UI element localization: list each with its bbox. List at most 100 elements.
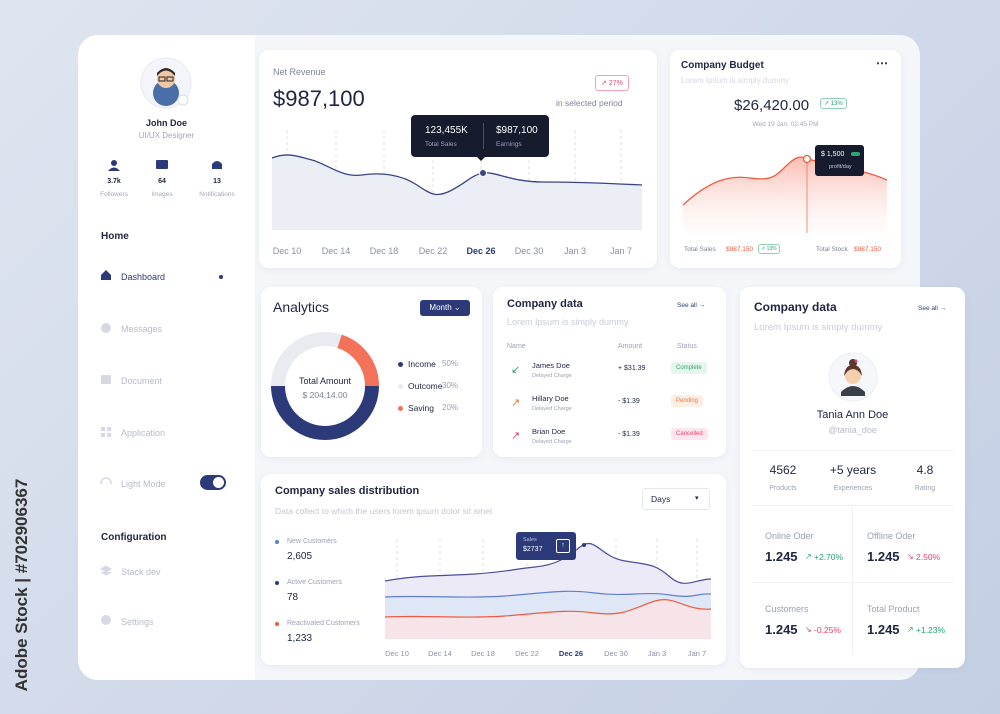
card-title: Company data: [507, 298, 583, 310]
more-button[interactable]: ⋯: [876, 56, 888, 70]
x-tick-label: Jan 3: [563, 246, 587, 256]
row-icon: ↗: [511, 397, 521, 409]
nav-item[interactable]: Document: [121, 376, 163, 386]
date: Wed 19 Jan, 02:45 PM: [752, 121, 819, 128]
metric-label: Customers: [765, 604, 809, 614]
tooltip-value: $2737: [523, 546, 543, 553]
tooltip: $ 1,500 profit/day: [815, 145, 864, 176]
tooltip: Sales $2737 ↑: [516, 532, 576, 560]
metric-change: +1.23%: [916, 625, 946, 635]
avatar: [140, 57, 192, 109]
stat-label: Images: [151, 191, 173, 198]
nav-item[interactable]: Settings: [121, 617, 154, 627]
tooltip-label: Earnings: [496, 141, 522, 148]
legend-label: Income: [408, 359, 436, 369]
period-text: Days: [651, 494, 671, 504]
tooltip: 123,455K Total Sales $987,100 Earnings: [411, 115, 549, 161]
avatar: [828, 352, 878, 402]
analytics-card: Analytics Month ⌄ Total Amount $ 204,14.…: [261, 287, 482, 457]
see-all[interactable]: See all →: [677, 302, 706, 309]
divider: [752, 450, 953, 451]
card-title: Company data: [754, 300, 837, 314]
divider: [483, 123, 484, 149]
nav-item[interactable]: Stack dev: [121, 567, 161, 577]
table-header: Name: [507, 343, 526, 350]
legend-value: 78: [287, 592, 299, 603]
x-tick-label: Dec 18: [369, 246, 399, 256]
legend-label: New Customers: [287, 538, 337, 545]
see-all[interactable]: See all →: [918, 305, 947, 312]
change-text: 13%: [830, 101, 843, 107]
card-title: Analytics: [273, 299, 330, 315]
row-amount: - $1.39: [618, 431, 640, 438]
nav-item[interactable]: Light Mode: [121, 479, 166, 489]
metric-arrow: ↘: [907, 552, 914, 561]
toggle-knob: [213, 477, 224, 488]
nav-item[interactable]: Application: [121, 428, 166, 438]
legend-dot: [398, 406, 403, 411]
divider: [852, 507, 853, 655]
x-tick-label: Dec 26: [466, 246, 496, 256]
company-data-card: Company data See all → Lorem Ipsum is si…: [493, 287, 726, 457]
watermark: Adobe Stock | #702906367: [12, 478, 31, 692]
metric-arrow: ↘: [805, 625, 812, 634]
donut-segment: [271, 385, 379, 440]
user-name: John Doe: [145, 118, 187, 128]
row-amount: - $1.39: [618, 398, 640, 405]
x-tick-label: Dec 14: [428, 649, 452, 658]
period-select[interactable]: Days ▾: [642, 488, 710, 510]
row-icon: ↙: [511, 364, 521, 376]
footer-value: $987,150: [726, 246, 754, 253]
x-tick-label: Dec 30: [514, 246, 544, 256]
sales-card: Company sales distribution Data collect …: [261, 474, 726, 665]
metric-label: Total Product: [867, 604, 920, 614]
stat-value: 4.8: [916, 463, 934, 477]
legend-value: 2,605: [287, 551, 313, 562]
toggle[interactable]: [200, 475, 226, 490]
divider: [752, 505, 953, 506]
card-subtitle: Lorem Ipsum is simply dummy: [754, 322, 883, 333]
table-header: Amount: [618, 343, 643, 350]
card-subtitle: Lorem Ipsum is simply dummy: [507, 317, 629, 327]
row-amount: + $31.39: [618, 365, 646, 372]
stat-value: 4562: [769, 463, 797, 477]
stat-value: 13: [213, 178, 221, 185]
card-subtitle: Lorem Ipsum is simply dummy: [681, 76, 790, 85]
metric-label: Offline Oder: [867, 531, 916, 541]
see-all-text: See all: [677, 302, 697, 309]
legend-dot: [275, 581, 279, 585]
metric-arrow: ↗: [907, 625, 914, 634]
card-subtitle: Data collect to which the users lorem ip…: [275, 506, 493, 516]
sales-chart: [385, 539, 711, 639]
x-tick-label: Dec 14: [321, 246, 351, 256]
profile-card: Company data See all → Lorem Ipsum is si…: [740, 287, 965, 668]
card-title: Company sales distribution: [275, 485, 420, 497]
stat-label: Notifications: [199, 191, 235, 198]
tooltip-value: $ 1,500: [821, 151, 845, 158]
config-icons: [100, 565, 112, 625]
stat-value: 64: [158, 178, 166, 185]
profile-name: Tania Ann Doe: [816, 409, 889, 421]
caret: ▾: [695, 495, 699, 502]
x-tick-label: Dec 10: [385, 649, 409, 658]
footer-value: $987,150: [854, 246, 882, 253]
x-tick-label: Dec 30: [604, 649, 628, 658]
nav-item[interactable]: Messages: [121, 324, 163, 334]
legend-label: Saving: [408, 403, 434, 413]
row-note: Delayed Charge: [532, 373, 572, 379]
metric-change: 2.50%: [916, 552, 941, 562]
donut-segment: [271, 332, 342, 387]
tooltip-arrow: [475, 155, 487, 161]
profile-handle: @tania_doe: [828, 425, 877, 435]
nav-item[interactable]: Dashboard: [121, 272, 166, 282]
section-title: Configuration: [101, 532, 167, 543]
legend-value: 30%: [442, 381, 459, 390]
row-note: Delayed Charge: [532, 439, 572, 445]
legend-label: Outcome: [408, 381, 443, 391]
tooltip-label: Sales: [523, 537, 537, 543]
footer-label: Total Stock: [816, 246, 848, 253]
card-title: Net Revenue: [273, 67, 326, 77]
period-select[interactable]: Month ⌄: [420, 300, 470, 316]
section-title: Home: [101, 231, 129, 242]
